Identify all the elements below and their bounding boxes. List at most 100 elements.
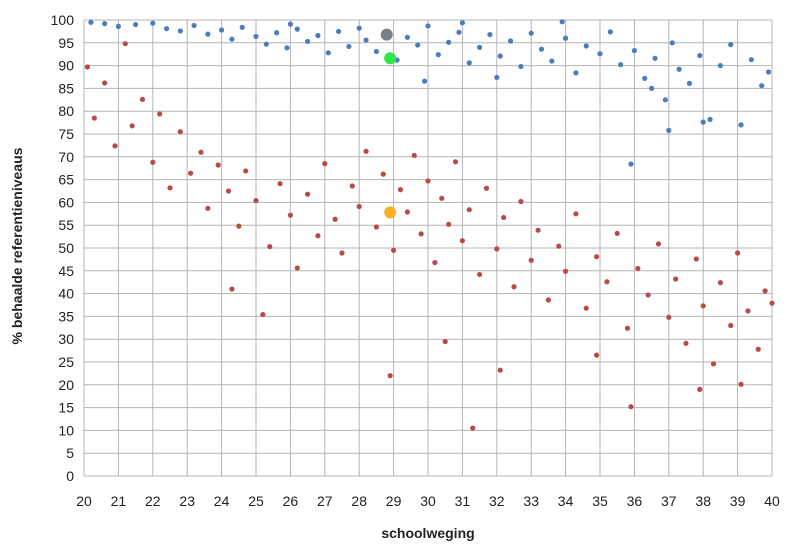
data-point [748, 57, 754, 63]
x-tick-label: 20 [76, 493, 92, 509]
data-points [84, 19, 775, 431]
data-point [538, 46, 545, 52]
data-point [635, 265, 641, 272]
data-point [102, 21, 108, 27]
data-point [397, 187, 404, 193]
data-point [446, 39, 452, 45]
data-point [497, 367, 503, 373]
data-point [755, 346, 761, 352]
x-axis-title: schoolweging [381, 525, 474, 541]
data-point [332, 216, 338, 222]
highlight-point [384, 206, 397, 219]
data-point [253, 33, 259, 40]
data-point [339, 250, 345, 256]
data-point [421, 78, 428, 84]
grid-lines [83, 19, 773, 477]
x-tick-label: 33 [523, 493, 539, 509]
data-point [728, 322, 734, 329]
data-point [769, 300, 775, 306]
highlight-point [384, 52, 397, 65]
data-point [294, 26, 300, 32]
data-point [563, 268, 569, 274]
y-tick-label: 65 [58, 172, 74, 188]
data-point [115, 23, 121, 29]
data-point [528, 257, 534, 263]
y-tick-label: 10 [58, 422, 74, 438]
y-tick-label: 80 [58, 103, 74, 119]
y-tick-label: 15 [58, 400, 74, 416]
data-point [497, 53, 503, 59]
data-point [84, 64, 91, 70]
data-point [415, 42, 421, 48]
data-point [315, 233, 321, 239]
data-point [435, 52, 441, 58]
data-point [645, 292, 651, 298]
y-tick-labels: 0 5 10 15 20 25 30 35 40 45 50 55 60 65 70 75 80 85 90 95 10… [51, 12, 75, 484]
y-tick-label: 75 [58, 126, 74, 142]
y-tick-label: 60 [58, 194, 74, 210]
x-tick-label: 25 [248, 493, 264, 509]
data-point [229, 36, 235, 42]
y-tick-label: 95 [58, 35, 74, 51]
x-tick-label: 23 [179, 493, 195, 509]
data-point [697, 52, 703, 59]
data-point [466, 60, 472, 66]
data-point [583, 43, 589, 49]
y-tick-label: 35 [58, 308, 74, 324]
data-point [356, 203, 362, 210]
y-tick-label: 0 [66, 468, 74, 484]
x-tick-label: 37 [661, 493, 677, 509]
x-tick-label: 40 [764, 493, 780, 509]
data-point [91, 115, 97, 121]
data-point [549, 58, 555, 64]
data-point [607, 29, 613, 35]
data-point [631, 47, 638, 54]
data-point [597, 51, 603, 57]
data-point [236, 223, 242, 229]
data-point [459, 238, 465, 244]
x-tick-label: 38 [695, 493, 711, 509]
data-point [205, 205, 211, 211]
data-point [157, 111, 163, 117]
x-tick-label: 32 [489, 493, 505, 509]
highlight-points [380, 28, 397, 219]
data-point [215, 162, 221, 168]
data-point [305, 38, 311, 45]
data-point [745, 308, 751, 314]
data-point [305, 191, 311, 197]
data-point [738, 122, 744, 128]
data-point [642, 75, 648, 81]
data-point [225, 188, 232, 194]
data-point [122, 41, 128, 47]
data-point [129, 123, 135, 129]
data-point [418, 231, 424, 237]
data-point [673, 276, 679, 282]
x-tick-label: 24 [214, 493, 230, 509]
data-point [239, 24, 245, 30]
data-point [697, 386, 703, 392]
data-point [267, 244, 273, 250]
data-point [380, 171, 386, 177]
x-tick-label: 36 [627, 493, 643, 509]
data-point [229, 286, 235, 292]
data-point [573, 211, 579, 217]
y-tick-label: 100 [51, 12, 75, 28]
data-point [198, 149, 204, 155]
y-tick-label: 85 [58, 80, 74, 96]
data-point [494, 74, 500, 81]
data-point [518, 198, 524, 205]
data-point [452, 159, 459, 165]
data-point [628, 404, 634, 410]
data-point [693, 256, 699, 262]
data-point [466, 207, 472, 213]
data-point [528, 30, 534, 36]
x-tick-label: 22 [145, 493, 161, 509]
data-point [618, 62, 624, 68]
data-point [88, 19, 94, 25]
data-point [456, 29, 462, 35]
data-point [191, 22, 197, 29]
data-point [710, 361, 717, 367]
data-point [425, 178, 431, 184]
y-tick-label: 70 [58, 149, 74, 165]
